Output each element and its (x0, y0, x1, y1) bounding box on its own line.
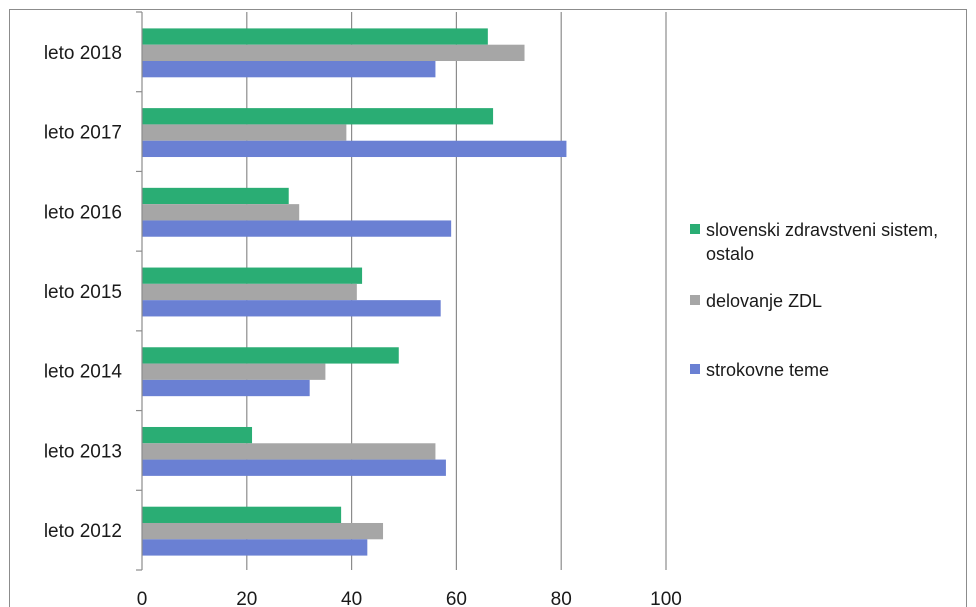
bar (142, 140, 567, 158)
bar (142, 522, 384, 540)
x-tick-label: 60 (446, 589, 467, 607)
y-category-label: leto 2014 (44, 362, 123, 383)
bar (142, 44, 525, 62)
y-category-label: leto 2012 (44, 521, 122, 542)
bar (142, 108, 494, 125)
legend-swatch-green (690, 224, 700, 234)
y-category-label: leto 2016 (44, 202, 122, 223)
legend-label: slovenski zdravstveni sistem, ostalo (706, 220, 939, 264)
x-tick-label: 80 (551, 589, 572, 607)
legend-item-strokovne-teme: strokovne teme (690, 358, 976, 382)
bar (142, 539, 368, 556)
bar (142, 379, 310, 397)
bar (142, 347, 399, 364)
bar (142, 204, 300, 221)
legend-swatch-gray (690, 295, 700, 305)
bar (142, 459, 446, 476)
chart-frame (9, 9, 967, 607)
y-category-label: leto 2017 (44, 123, 122, 144)
bar (142, 220, 452, 237)
y-category-label: leto 2018 (44, 43, 122, 64)
x-tick-label: 0 (137, 589, 148, 607)
bar (142, 28, 488, 45)
bar (142, 443, 436, 460)
bar (142, 363, 326, 380)
legend-swatch-blue (690, 364, 700, 374)
bar (142, 506, 342, 523)
legend-label: strokovne teme (706, 360, 830, 380)
bar (142, 187, 289, 205)
x-tick-label: 100 (650, 589, 682, 607)
x-tick-label: 40 (341, 589, 362, 607)
bar (142, 61, 436, 78)
bar (142, 124, 347, 141)
legend-item-zdravstveni-sistem: slovenski zdravstveni sistem, ostalo (690, 218, 976, 266)
y-category-label: leto 2013 (44, 441, 122, 462)
legend-item-delovanje-zdl: delovanje ZDL (690, 289, 976, 313)
bar (142, 267, 363, 284)
legend-label: delovanje ZDL (706, 291, 823, 311)
x-tick-label: 20 (236, 589, 257, 607)
bar (142, 426, 253, 444)
bar (142, 300, 441, 317)
bar (142, 283, 357, 301)
y-category-label: leto 2015 (44, 282, 122, 303)
